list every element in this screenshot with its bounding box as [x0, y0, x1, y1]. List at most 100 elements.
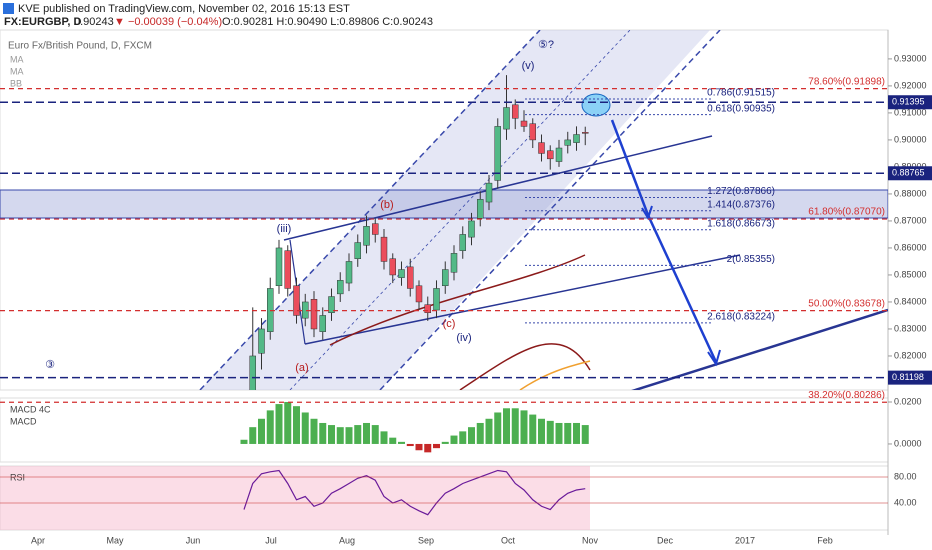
- macd-bar: [258, 418, 265, 444]
- macd-tick-label: 0.0000: [894, 438, 922, 448]
- macd-bar: [573, 422, 580, 444]
- candle-body: [345, 261, 353, 284]
- fib-ext-label: 2(0.85355): [727, 254, 775, 265]
- y-tick-label: 0.85000: [894, 269, 927, 279]
- candle-body: [319, 315, 326, 332]
- wave-label: (b): [380, 199, 393, 211]
- fib-label: 50.00%(0.83678): [808, 298, 885, 309]
- candles: [249, 75, 589, 390]
- arrow-heads: [641, 205, 721, 367]
- price-tag-label: 0.91395: [892, 97, 925, 107]
- y-tick-label: 0.93000: [894, 53, 927, 63]
- trend-lower: [304, 254, 741, 345]
- y-tick-label: 0.82000: [894, 350, 927, 360]
- target-circle: [581, 93, 611, 117]
- zone: [0, 189, 888, 219]
- fib-ext-label: 1.414(0.87376): [707, 199, 775, 210]
- macd-bar: [520, 410, 528, 444]
- fib-ext-label: 1.272(0.87866): [707, 186, 775, 197]
- candle-body: [372, 223, 379, 235]
- wave-label: (c): [443, 318, 456, 330]
- candle-body: [520, 120, 528, 127]
- rsi-plot: [0, 466, 590, 530]
- x-tick-label: Dec: [657, 535, 674, 545]
- macd-bar: [441, 441, 449, 444]
- macd-bar: [293, 406, 300, 444]
- wave-label: ⑤?: [538, 39, 554, 51]
- macd-bar: [354, 425, 362, 444]
- rsi-tick-label: 80.00: [894, 471, 917, 481]
- candle-body: [433, 288, 440, 311]
- candle-body: [424, 304, 431, 314]
- macd-bar: [433, 443, 440, 449]
- candle-body: [529, 123, 536, 141]
- fib-ext-label: 2.618(0.83224): [707, 312, 775, 323]
- candle-body: [354, 242, 361, 259]
- x-tick-label: Jul: [265, 535, 277, 545]
- macd-bar: [249, 427, 257, 444]
- macd-bar: [240, 439, 248, 444]
- y-tick-label: 0.83000: [894, 323, 927, 333]
- fib-ext-label: 1.618(0.86673): [707, 218, 775, 229]
- x-tick-label: Jun: [186, 535, 201, 545]
- candle-body: [398, 269, 405, 278]
- price-tag: [888, 370, 932, 385]
- ma-orange: [519, 360, 591, 390]
- macd-bar: [424, 443, 432, 453]
- candle-body: [582, 132, 589, 134]
- trend-long: [631, 308, 888, 390]
- x-tick-label: Oct: [501, 535, 516, 545]
- fib-label: 78.60%(0.91898): [808, 76, 885, 87]
- macd-bar: [363, 422, 370, 444]
- candle-body: [407, 266, 414, 289]
- fib-ext-label: 0.786(0.91515): [707, 88, 775, 99]
- fib-label: 38.20%(0.80286): [808, 390, 885, 401]
- macd-bar: [494, 412, 502, 444]
- macd-bar: [564, 422, 572, 444]
- macd-title: MACD 4C: [10, 404, 51, 414]
- candle-body: [275, 247, 283, 287]
- candle-body: [538, 142, 545, 154]
- macd-bar: [450, 435, 458, 444]
- candle-body: [573, 134, 580, 143]
- wave-label: (v): [522, 60, 535, 72]
- wave-label: (a): [295, 362, 308, 374]
- candle-body: [380, 236, 388, 262]
- candle-body: [363, 226, 370, 246]
- rsi-tick-label: 40.00: [894, 497, 917, 507]
- rsi-line: [243, 469, 586, 516]
- channel-upper: [199, 30, 541, 390]
- macd-bar: [415, 443, 423, 451]
- y-tick-label: 0.90000: [894, 134, 927, 144]
- y-tick-label: 0.88000: [894, 188, 927, 198]
- candle-body: [459, 234, 466, 251]
- ohlc: O:0.90281 H:0.90490 L:0.89806 C:0.90243: [222, 16, 433, 28]
- x-tick-label: 2017: [735, 535, 755, 545]
- candle-body: [450, 253, 458, 273]
- candle-body: [512, 104, 519, 119]
- macd-bar: [529, 414, 537, 444]
- macd-bar: [406, 443, 414, 447]
- macd-bar: [310, 418, 318, 444]
- chart-title: Euro Fx/British Pound, D, FXCM: [8, 41, 152, 52]
- channel-mid: [289, 30, 631, 390]
- macd-bar: [319, 422, 327, 444]
- fib-label: 61.80%(0.87070): [808, 207, 885, 218]
- x-tick-label: Feb: [817, 535, 833, 545]
- candle-body: [564, 139, 571, 146]
- macd-bar: [398, 441, 405, 444]
- macd-bar: [328, 425, 335, 444]
- price-tag: [888, 166, 932, 181]
- candle-body: [442, 269, 449, 287]
- x-tick-label: Nov: [582, 535, 599, 545]
- y-tick-label: 0.91000: [894, 107, 927, 117]
- wave-label: ③: [45, 359, 55, 371]
- y-tick-label: 0.84000: [894, 296, 927, 306]
- macd-bar: [301, 412, 309, 444]
- symbol: FX:EURGBP, D: [4, 16, 81, 28]
- channel-lower: [379, 30, 721, 390]
- wave-label: (iii): [277, 223, 292, 235]
- x-tick-label: Apr: [31, 535, 45, 545]
- macd-bar: [266, 410, 274, 444]
